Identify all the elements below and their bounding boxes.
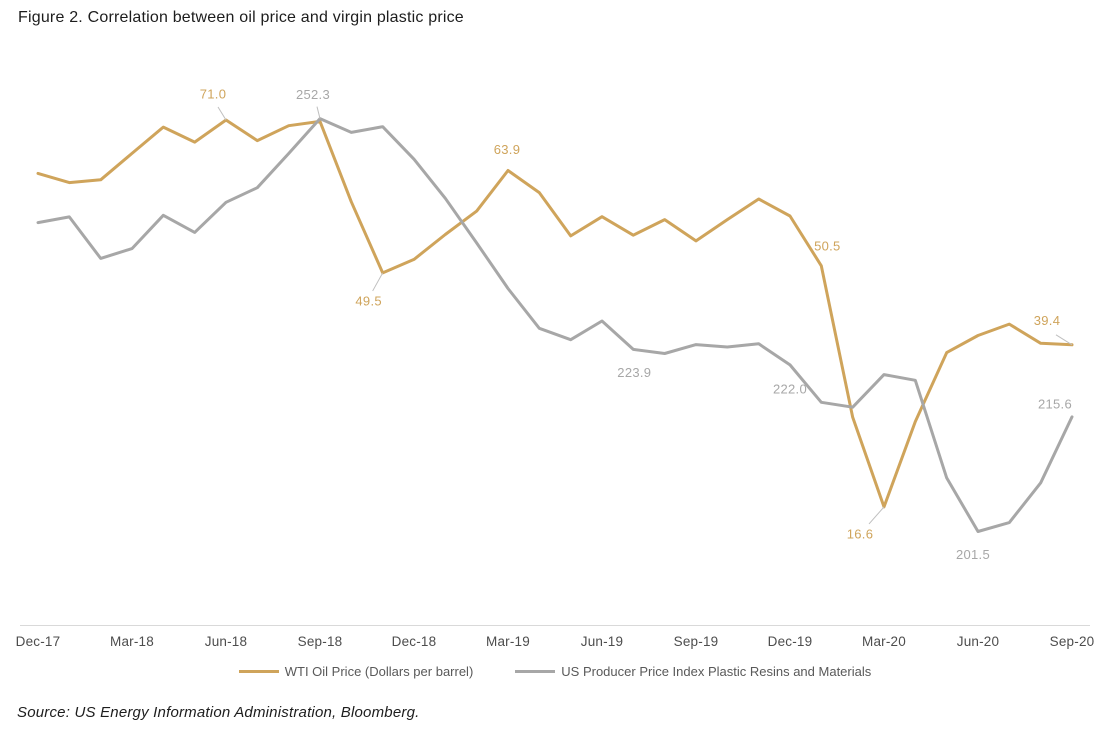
annotation-leader-line xyxy=(1055,334,1073,346)
data-label: 50.5 xyxy=(814,238,841,253)
wti-line xyxy=(36,118,1074,509)
ppi-legend-swatch xyxy=(515,670,556,673)
ppi-legend-label: US Producer Price Index Plastic Resins a… xyxy=(561,664,872,679)
data-label: 16.6 xyxy=(847,526,874,541)
x-tick-label: Jun-18 xyxy=(205,634,247,649)
x-tick-label: Mar-18 xyxy=(110,634,154,649)
x-tick-label: Dec-19 xyxy=(768,634,813,649)
annotation-leader-line xyxy=(868,506,885,525)
data-label: 223.9 xyxy=(617,365,651,380)
source-note: Source: US Energy Information Administra… xyxy=(17,704,420,721)
legend-item-wti: WTI Oil Price (Dollars per barrel) xyxy=(238,664,474,679)
wti-legend-label: WTI Oil Price (Dollars per barrel) xyxy=(284,664,474,679)
data-label: 215.6 xyxy=(1038,396,1072,411)
x-tick-label: Sep-20 xyxy=(1050,634,1095,649)
x-tick-label: Sep-19 xyxy=(674,634,719,649)
x-tick-label: Mar-20 xyxy=(862,634,906,649)
x-tick-label: Dec-17 xyxy=(16,634,61,649)
data-label: 222.0 xyxy=(773,381,807,396)
data-label: 201.5 xyxy=(956,547,990,562)
data-label: 49.5 xyxy=(355,293,382,308)
x-tick-label: Sep-18 xyxy=(298,634,343,649)
x-tick-label: Dec-18 xyxy=(392,634,437,649)
x-tick-label: Mar-19 xyxy=(486,634,530,649)
figure-title: Figure 2. Correlation between oil price … xyxy=(18,9,464,26)
data-label: 63.9 xyxy=(494,142,521,157)
data-label: 252.3 xyxy=(296,87,330,102)
chart-legend: WTI Oil Price (Dollars per barrel) US Pr… xyxy=(0,664,1110,679)
x-tick-label: Jun-20 xyxy=(957,634,999,649)
x-tick-label: Jun-19 xyxy=(581,634,623,649)
wti-legend-swatch xyxy=(238,670,279,673)
legend-item-ppi: US Producer Price Index Plastic Resins a… xyxy=(515,664,871,679)
annotation-leader-line xyxy=(217,106,227,121)
data-label: 39.4 xyxy=(1034,313,1061,328)
ppi-line xyxy=(36,117,1074,533)
annotation-leader-line xyxy=(372,272,384,292)
annotation-leader-line xyxy=(316,106,321,119)
data-label: 71.0 xyxy=(200,86,227,101)
